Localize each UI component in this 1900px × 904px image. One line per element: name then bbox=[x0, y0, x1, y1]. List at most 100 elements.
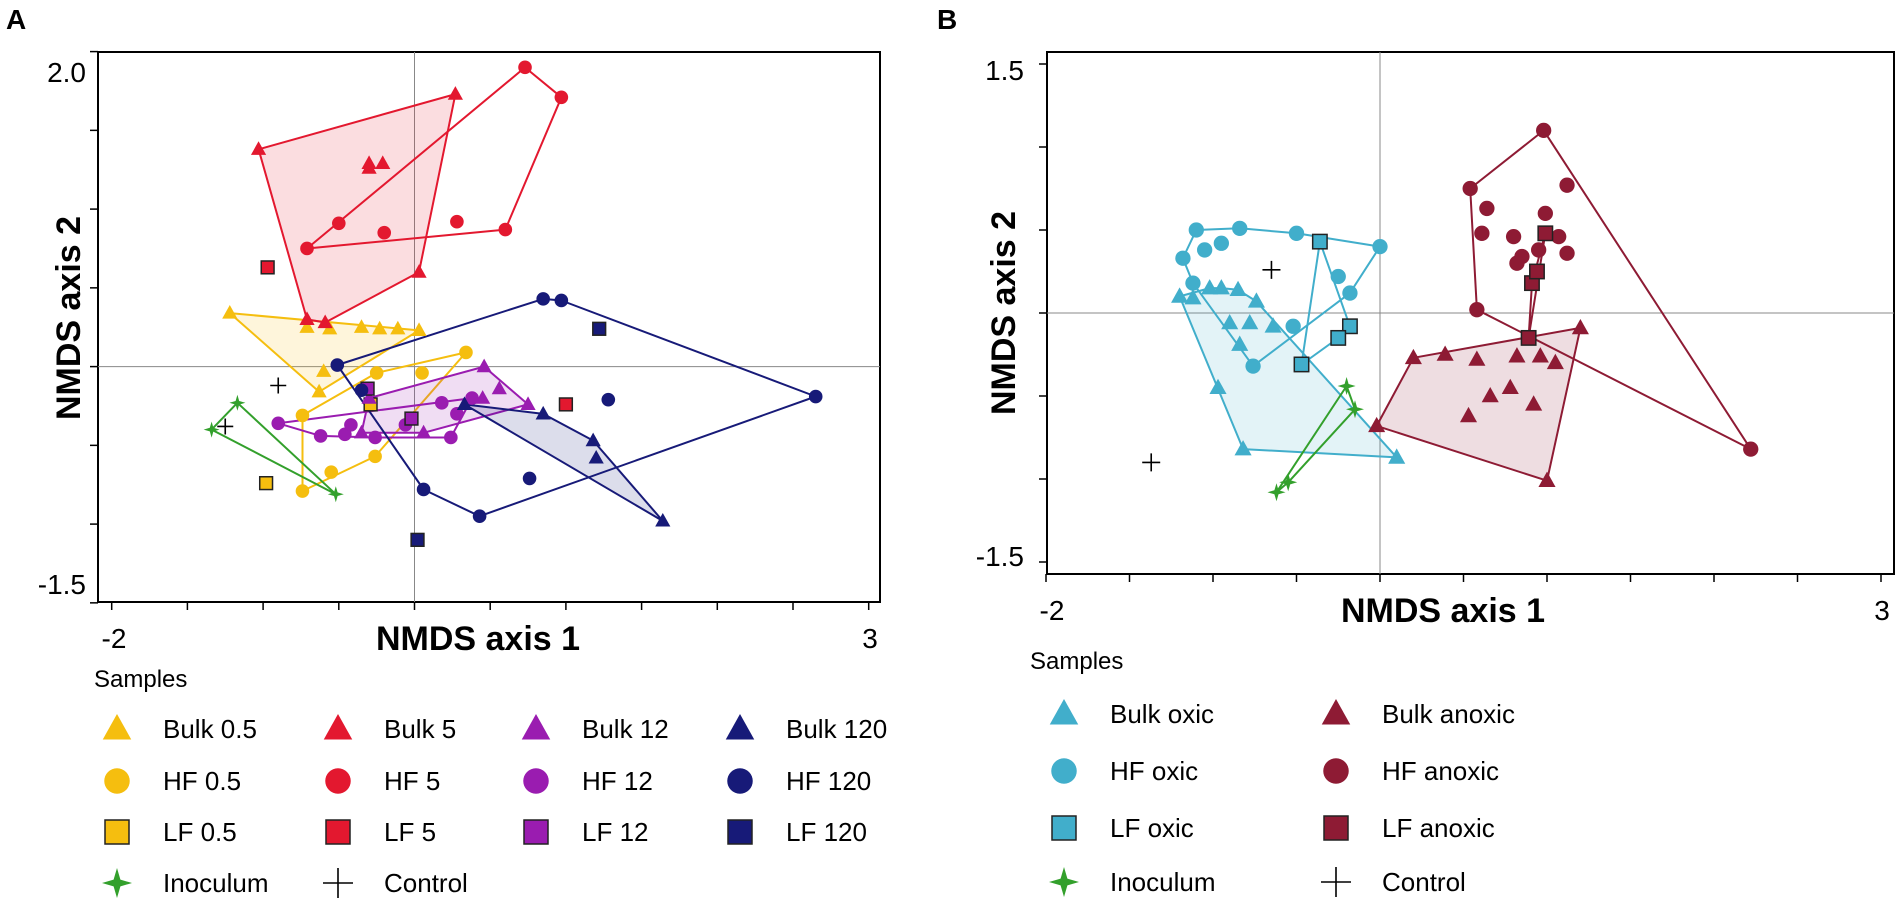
point-lf-0-5 bbox=[258, 476, 274, 491]
legend-b-item: Inoculum bbox=[1044, 862, 1216, 902]
legend-label: Bulk 5 bbox=[384, 713, 457, 744]
legend-marker-lf-12 bbox=[523, 819, 549, 845]
legend-symbol bbox=[323, 868, 353, 898]
point-bulk-oxic bbox=[1229, 280, 1247, 297]
legend-a-item: HF 5 bbox=[318, 761, 440, 801]
legend-symbol bbox=[1323, 758, 1349, 784]
point-hf-anoxic bbox=[1462, 180, 1478, 197]
point-hf-anoxic bbox=[1537, 205, 1553, 222]
point-bulk-anoxic bbox=[1501, 378, 1519, 394]
legend-label: HF 0.5 bbox=[163, 765, 242, 796]
legend-symbol bbox=[323, 714, 353, 740]
legend-b-item: LF oxic bbox=[1044, 808, 1194, 848]
legend-a-item: HF 0.5 bbox=[97, 761, 241, 801]
point-bulk-anoxic bbox=[1546, 353, 1564, 370]
point-hf-oxic bbox=[1213, 235, 1229, 251]
legend-a-item: LF 120 bbox=[720, 812, 867, 852]
point-hf-12 bbox=[271, 416, 286, 431]
point-hf-oxic bbox=[1330, 268, 1346, 285]
point-inoculum bbox=[1337, 377, 1356, 395]
panel-b-hulls bbox=[1178, 129, 1752, 494]
point-bulk-12 bbox=[475, 390, 491, 404]
legend-b-item: Bulk anoxic bbox=[1316, 694, 1515, 734]
point-hf-0-5 bbox=[459, 345, 473, 360]
legend-a-item: Bulk 120 bbox=[720, 709, 887, 749]
point-bulk-5 bbox=[447, 86, 463, 100]
point-control bbox=[1142, 453, 1161, 472]
point-hf-anoxic bbox=[1559, 245, 1575, 261]
legend-a-item: LF 12 bbox=[516, 812, 649, 852]
point-lf-5 bbox=[558, 397, 574, 412]
point-bulk-120 bbox=[655, 512, 671, 527]
legend-a-item: HF 120 bbox=[720, 761, 871, 801]
point-inoculum bbox=[1267, 483, 1286, 502]
point-bulk-120 bbox=[456, 396, 473, 410]
point-hf-anoxic bbox=[1536, 122, 1552, 139]
legend-symbol bbox=[727, 819, 753, 845]
point-hf-5 bbox=[554, 90, 569, 105]
legend-symbol bbox=[1321, 699, 1351, 725]
legend-b-item: Control bbox=[1316, 862, 1466, 902]
point-bulk-oxic bbox=[1247, 292, 1265, 308]
point-bulk-oxic bbox=[1388, 448, 1406, 464]
point-bulk-0-5 bbox=[316, 363, 332, 377]
legend-marker-lf-anoxic bbox=[1323, 815, 1349, 841]
point-hf-120 bbox=[536, 292, 550, 306]
panel-a-ticks bbox=[90, 50, 870, 610]
hull-bulk-120 bbox=[463, 403, 664, 522]
point-hf-oxic bbox=[1197, 242, 1213, 258]
point-hf-oxic bbox=[1185, 275, 1201, 291]
point-hf-anoxic bbox=[1743, 441, 1759, 457]
point-bulk-0-5 bbox=[311, 383, 327, 398]
point-hf-anoxic bbox=[1551, 228, 1567, 245]
point-hf-oxic bbox=[1245, 358, 1261, 374]
point-bulk-anoxic bbox=[1468, 350, 1486, 366]
panel-b-xtick-min: -2 bbox=[1040, 595, 1065, 626]
legend-symbol bbox=[1049, 699, 1079, 725]
legend-a-item: LF 0.5 bbox=[97, 812, 237, 852]
point-lf-oxic bbox=[1293, 356, 1310, 373]
legend-symbol bbox=[325, 819, 351, 845]
point-hf-0-5 bbox=[295, 484, 310, 498]
point-control bbox=[217, 418, 234, 435]
legend-marker-control bbox=[1321, 867, 1351, 897]
point-bulk-oxic bbox=[1264, 317, 1282, 333]
point-bulk-anoxic bbox=[1538, 471, 1556, 487]
point-hf-5 bbox=[332, 216, 346, 231]
legend-label: Bulk 0.5 bbox=[163, 713, 257, 744]
panel-b-markers bbox=[1142, 122, 1759, 502]
point-bulk-5 bbox=[317, 314, 333, 329]
point-hf-anoxic bbox=[1474, 225, 1490, 241]
hull-inoculum bbox=[210, 401, 337, 496]
point-inoculum bbox=[1279, 473, 1298, 492]
panel-a-legend-title: Samples bbox=[94, 666, 188, 693]
point-hf-5 bbox=[518, 60, 532, 75]
panel-a-x-axis-title: NMDS axis 1 bbox=[376, 620, 580, 658]
point-hf-anoxic bbox=[1469, 302, 1485, 318]
panel-a-xtick-min: -2 bbox=[102, 623, 127, 654]
legend-label: HF oxic bbox=[1110, 755, 1199, 786]
legend-symbol bbox=[727, 768, 753, 794]
point-hf-5 bbox=[377, 225, 392, 240]
point-inoculum bbox=[1346, 400, 1364, 419]
legend-a-item: Bulk 12 bbox=[516, 709, 669, 749]
legend-label: Bulk oxic bbox=[1110, 698, 1215, 729]
point-lf-oxic bbox=[1311, 233, 1328, 250]
legend-marker-bulk-5 bbox=[323, 714, 353, 740]
legend-symbol bbox=[521, 714, 551, 740]
point-hf-12 bbox=[465, 391, 479, 405]
hull-bulk-5 bbox=[257, 93, 457, 324]
point-hf-120 bbox=[416, 482, 431, 497]
point-hf-oxic bbox=[1372, 238, 1388, 255]
legend-symbol bbox=[1323, 815, 1349, 841]
panel-a-ytick-max: 2.0 bbox=[47, 57, 86, 88]
point-bulk-12 bbox=[491, 380, 507, 395]
panel-a-ytick-min: -1.5 bbox=[38, 569, 86, 600]
point-hf-0-5 bbox=[369, 366, 384, 380]
point-hf-12 bbox=[444, 430, 458, 445]
point-bulk-12 bbox=[476, 358, 492, 373]
point-bulk-5 bbox=[411, 264, 427, 278]
legend-marker-lf-5 bbox=[325, 819, 351, 845]
point-bulk-oxic bbox=[1234, 440, 1252, 456]
point-hf-12 bbox=[450, 407, 464, 421]
